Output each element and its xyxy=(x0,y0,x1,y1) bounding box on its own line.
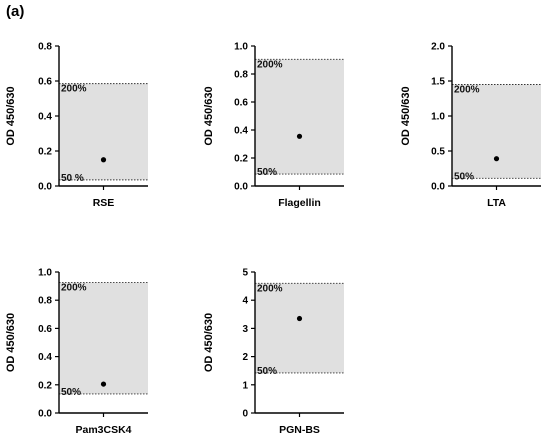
y-tick-label: 0.8 xyxy=(234,70,248,81)
chart-panel-5: 200% 50% 0 1 2 3 4 5 PGN-BS OD 450/630 xyxy=(203,268,344,434)
data-point xyxy=(493,156,500,162)
y-tick-label: 0.6 xyxy=(234,98,248,109)
band-upper-label: 200% xyxy=(257,59,283,70)
y-tick-label: 0.0 xyxy=(38,182,52,193)
y-tick-label: 1.0 xyxy=(431,112,445,123)
y-tick-label: 0.2 xyxy=(38,380,52,391)
y-tick-label: 0.6 xyxy=(38,77,52,88)
y-tick-label: 4 xyxy=(242,296,248,307)
x-axis-label: Pam3CSK4 xyxy=(75,424,131,434)
x-axis-label: Flagellin xyxy=(278,197,321,209)
y-tick-label: 3 xyxy=(242,324,248,335)
reference-band xyxy=(255,283,344,373)
y-tick-label: 5 xyxy=(242,268,248,279)
data-point xyxy=(100,157,107,163)
y-tick-label: 1.0 xyxy=(234,42,248,53)
y-axis-label: OD 450/630 xyxy=(5,313,17,372)
y-tick-label: 0.0 xyxy=(431,182,445,193)
y-tick-label: 0.0 xyxy=(234,182,248,193)
band-upper-label: 200% xyxy=(257,283,283,294)
y-tick-label: 0.4 xyxy=(38,352,52,363)
y-tick-label: 0.2 xyxy=(234,154,248,165)
band-lower-label: 50% xyxy=(257,366,277,377)
reference-band xyxy=(59,282,148,394)
y-tick-label: 0.2 xyxy=(38,147,52,158)
reference-band xyxy=(255,59,344,175)
y-tick-label: 1 xyxy=(242,380,248,391)
data-point xyxy=(100,381,107,387)
x-axis-label: LTA xyxy=(487,197,506,209)
chart-panel-3: 200% 50% 0.0 0.5 1.0 1.5 2.0 LTA OD 450/630 xyxy=(400,42,541,209)
x-axis-label: PGN-BS xyxy=(279,424,320,434)
band-upper-label: 200% xyxy=(61,84,87,95)
reference-band xyxy=(452,84,541,179)
y-tick-label: 0.4 xyxy=(234,126,248,137)
panel-label: (a) xyxy=(6,3,25,20)
y-tick-label: 2.0 xyxy=(431,42,445,53)
y-tick-label: 0 xyxy=(242,409,248,420)
y-axis-label: OD 450/630 xyxy=(203,86,215,145)
y-tick-label: 0.0 xyxy=(38,409,52,420)
y-tick-label: 0.5 xyxy=(431,147,445,158)
chart-panel-2: 200% 50% 0.0 0.2 0.4 0.6 0.8 1.0 Flagellin OD 450… xyxy=(203,42,344,209)
y-tick-label: 0.6 xyxy=(38,324,52,335)
y-tick-label: 1.0 xyxy=(38,268,52,279)
band-lower-label: 50% xyxy=(454,171,474,182)
data-point xyxy=(296,133,303,139)
band-lower-label: 50 % xyxy=(61,173,84,184)
y-axis-label: OD 450/630 xyxy=(400,86,412,145)
y-tick-label: 0.8 xyxy=(38,296,52,307)
band-upper-label: 200% xyxy=(454,85,480,96)
data-point xyxy=(296,315,303,322)
reference-band xyxy=(59,83,148,180)
y-tick-label: 2 xyxy=(242,352,248,363)
y-tick-label: 0.8 xyxy=(38,42,52,53)
chart-panel-1: 200% 50 % 0.0 0.2 0.4 0.6 0.8 RSE OD 450/630 xyxy=(5,42,148,209)
y-tick-label: 0.4 xyxy=(38,112,52,123)
band-lower-label: 50% xyxy=(61,387,81,398)
y-axis-label: OD 450/630 xyxy=(203,313,215,372)
y-axis-label: OD 450/630 xyxy=(5,86,17,145)
x-axis-label: RSE xyxy=(93,197,115,209)
band-upper-label: 200% xyxy=(61,283,87,294)
y-tick-label: 1.5 xyxy=(431,77,445,88)
chart-panel-4: 200% 50% 0.0 0.2 0.4 0.6 0.8 1.0 Pam3CSK4 OD 450/… xyxy=(5,268,148,434)
band-lower-label: 50% xyxy=(257,167,277,178)
